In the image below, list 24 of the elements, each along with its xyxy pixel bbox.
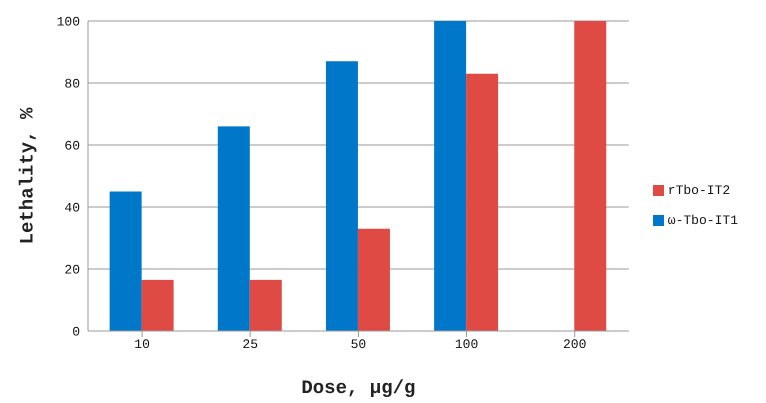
legend-label: ω-Tbo-IT1 [668, 212, 738, 228]
bar [358, 228, 390, 331]
x-tick-label: 100 [454, 337, 478, 352]
bar [218, 126, 250, 331]
x-tick-label: 50 [350, 337, 366, 352]
y-tick-label: 100 [56, 14, 80, 30]
bar [250, 280, 282, 331]
legend-label: rTbo-IT2 [668, 182, 730, 198]
bar [326, 61, 358, 331]
bar [434, 21, 466, 331]
y-tick-label: 40 [64, 200, 80, 216]
bar [466, 74, 498, 331]
y-tick-label: 60 [64, 138, 80, 154]
x-tick-label: 10 [134, 337, 150, 352]
x-axis-title: Dose, μg/g [301, 377, 416, 399]
x-tick-label: 25 [242, 337, 258, 352]
bar [142, 280, 174, 331]
y-axis-title: Lethality, % [16, 106, 39, 244]
y-tick-label: 0 [72, 324, 80, 340]
y-tick-label: 80 [64, 76, 80, 92]
bar [110, 192, 142, 331]
y-tick-label: 20 [64, 262, 80, 278]
bar [574, 21, 606, 331]
x-tick-label: 200 [563, 337, 586, 352]
